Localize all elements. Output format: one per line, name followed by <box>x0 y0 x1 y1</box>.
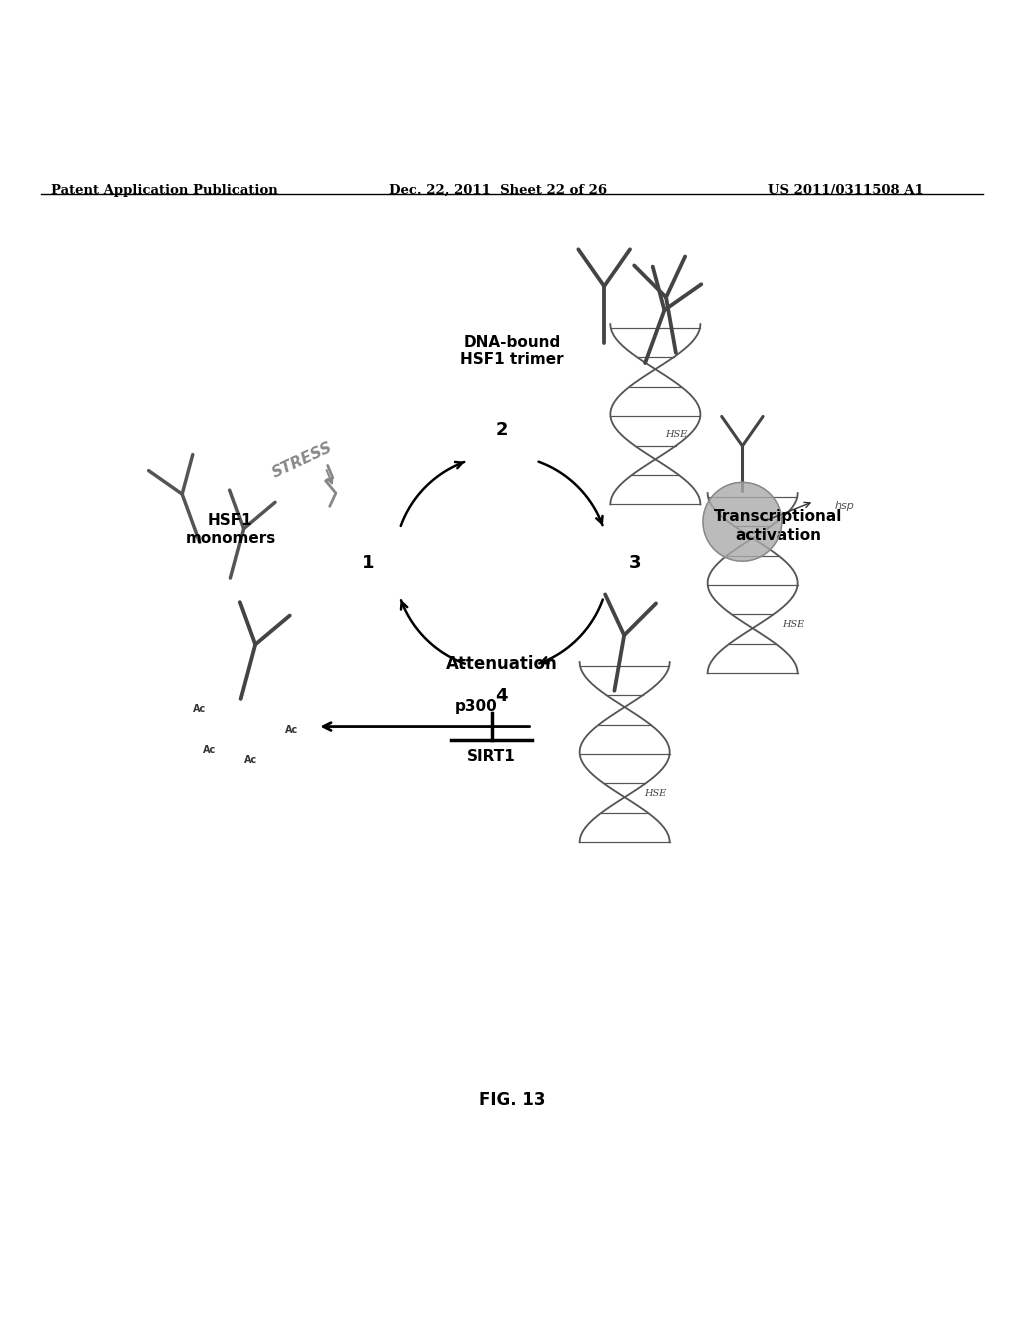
Text: Transcriptional: Transcriptional <box>714 510 843 524</box>
Text: Patent Application Publication: Patent Application Publication <box>51 183 278 197</box>
Text: activation: activation <box>735 528 821 543</box>
Text: HSE: HSE <box>782 619 805 628</box>
Text: Attenuation: Attenuation <box>445 655 558 673</box>
Text: HSE: HSE <box>644 788 667 797</box>
Text: DNA-bound: DNA-bound <box>464 335 560 350</box>
Text: Ac: Ac <box>245 755 257 766</box>
Text: SIRT1: SIRT1 <box>467 748 516 764</box>
Text: 1: 1 <box>362 553 375 572</box>
Text: hsp: hsp <box>835 502 855 511</box>
Text: 4: 4 <box>496 686 508 705</box>
Text: p300: p300 <box>455 698 498 714</box>
Text: Ac: Ac <box>286 725 298 735</box>
Circle shape <box>702 482 782 561</box>
Text: Ac: Ac <box>204 744 216 755</box>
Text: HSF1 trimer: HSF1 trimer <box>460 352 564 367</box>
Text: 2: 2 <box>496 421 508 438</box>
Text: HSE: HSE <box>665 430 687 440</box>
Text: HSF1: HSF1 <box>208 513 253 528</box>
Text: STRESS: STRESS <box>269 440 335 480</box>
Text: Ac: Ac <box>194 704 206 714</box>
Text: 3: 3 <box>629 553 641 572</box>
Text: monomers: monomers <box>185 531 275 545</box>
Text: US 2011/0311508 A1: US 2011/0311508 A1 <box>768 183 924 197</box>
Text: FIG. 13: FIG. 13 <box>479 1092 545 1109</box>
Text: Dec. 22, 2011  Sheet 22 of 26: Dec. 22, 2011 Sheet 22 of 26 <box>389 183 607 197</box>
